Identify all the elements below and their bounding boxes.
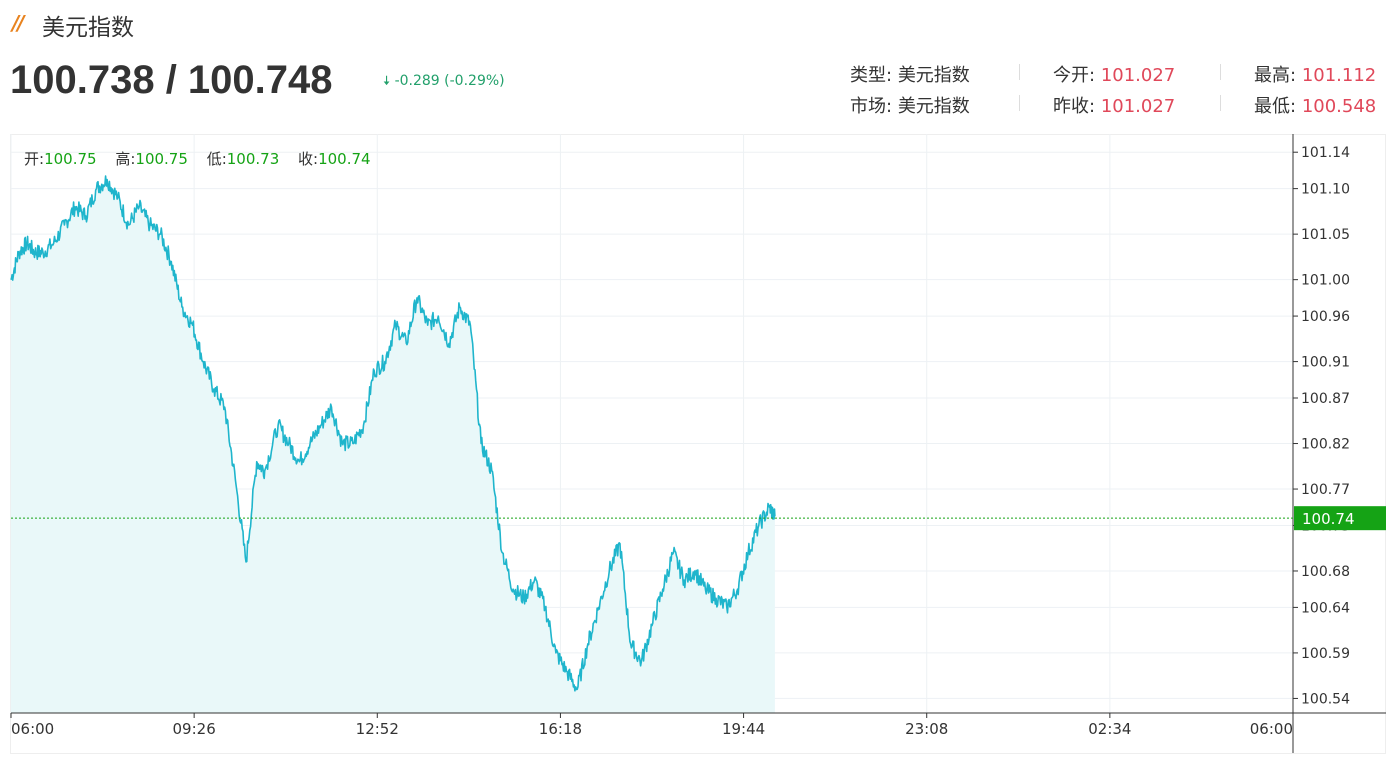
y-tick-label: 100.54	[1301, 691, 1350, 707]
divider	[1220, 64, 1221, 80]
y-tick-label: 100.96	[1301, 309, 1350, 325]
ohlc-high-value: 100.75	[135, 150, 188, 168]
market-value: 美元指数	[897, 96, 970, 117]
ohlc-low-label: 低:	[206, 150, 227, 168]
ohlc-close-label: 收:	[298, 150, 319, 168]
y-tick-label: 101.00	[1301, 273, 1350, 289]
open-field: 今开: 101.027	[1053, 61, 1175, 87]
y-tick-label: 100.82	[1301, 437, 1350, 453]
x-tick-label: 12:52	[356, 720, 399, 738]
ohlc-low-value: 100.73	[226, 150, 280, 168]
y-tick-label: 101.10	[1301, 182, 1350, 198]
y-axis: 101.14 101.10 101.05 101.00 100.96 100.91 100.…	[1293, 145, 1350, 707]
logo-mark: //	[12, 11, 25, 35]
price-line	[10, 175, 776, 692]
x-axis: 06:00 09:26 12:52 16:18 19:44 23:08 02:34 06:00	[10, 713, 1294, 738]
ohlc-open-value: 100.75	[44, 150, 97, 168]
type-field: 类型: 美元指数	[850, 61, 970, 87]
low-value: 100.548	[1301, 96, 1377, 117]
high-label: 最高:	[1254, 65, 1297, 86]
y-tick-label: 100.91	[1301, 355, 1350, 371]
low-field: 最低: 100.548	[1254, 92, 1376, 118]
low-label: 最低:	[1254, 96, 1297, 117]
y-tick-label: 100.77	[1301, 482, 1350, 498]
open-value: 101.027	[1100, 65, 1176, 86]
x-tick-label: 06:00	[11, 720, 54, 738]
last-price-tag	[1294, 506, 1386, 531]
open-label: 今开:	[1053, 65, 1096, 86]
prev-close-field: 昨收: 101.027	[1053, 92, 1175, 118]
y-tick-label: 100.64	[1301, 600, 1350, 616]
bid-ask-price: 100.738 / 100.748	[10, 58, 333, 102]
market-field: 市场: 美元指数	[850, 92, 970, 118]
high-value: 101.112	[1301, 65, 1377, 86]
price-change: 🠇 -0.289 (-0.29%)	[383, 72, 505, 94]
type-label: 类型:	[850, 65, 893, 86]
change-value: -0.289 (-0.29%)	[394, 73, 505, 89]
y-tick-label: 100.68	[1301, 564, 1350, 580]
x-tick-label: 16:18	[539, 720, 582, 738]
ohlc-open-label: 开:	[24, 150, 45, 168]
divider	[1220, 95, 1221, 111]
x-tick-label: 06:00	[1250, 720, 1293, 738]
page-title: 美元指数	[42, 15, 134, 41]
y-tick-label: 101.05	[1301, 227, 1350, 243]
x-tick-label: 19:44	[722, 720, 765, 738]
prev-close-label: 昨收:	[1053, 96, 1096, 117]
last-price-label: 100.74	[1302, 510, 1355, 528]
divider	[1019, 64, 1020, 80]
x-tick-label: 23:08	[905, 720, 948, 738]
ohlc-readout: 开:100.75 高:100.75 低:100.73 收:100.74	[24, 148, 385, 169]
market-label: 市场:	[850, 96, 893, 117]
ohlc-close-value: 100.74	[318, 150, 371, 168]
prev-close-value: 101.027	[1100, 96, 1176, 117]
y-tick-label: 101.14	[1301, 145, 1350, 161]
y-tick-label: 100.87	[1301, 391, 1350, 407]
type-value: 美元指数	[897, 65, 970, 86]
ohlc-high-label: 高:	[115, 150, 136, 168]
arrow-down-icon: 🠇	[383, 74, 391, 89]
x-tick-label: 02:34	[1088, 720, 1131, 738]
y-tick-label: 100.59	[1301, 646, 1350, 662]
price-area	[11, 176, 775, 714]
last-price-marker: 100.74	[11, 506, 1386, 531]
x-tick-label: 09:26	[173, 720, 216, 738]
divider	[1019, 95, 1020, 111]
high-field: 最高: 101.112	[1254, 61, 1376, 87]
